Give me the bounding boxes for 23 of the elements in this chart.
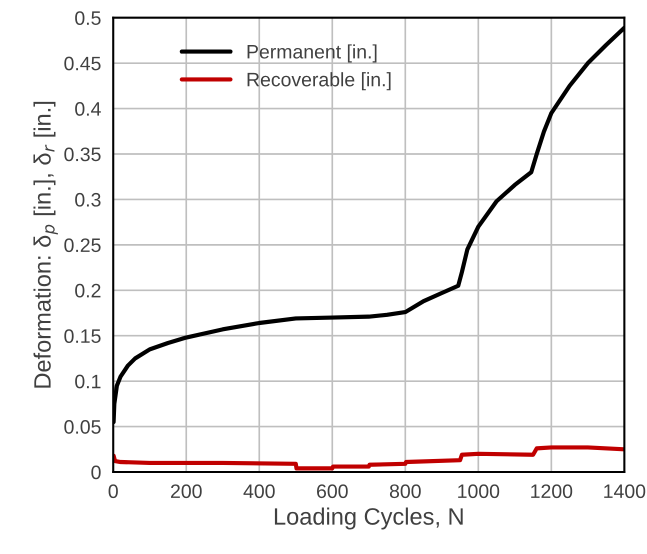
y-tick-label: 0.3 [75, 192, 101, 207]
y-tick-label: 0.25 [64, 238, 101, 252]
x-tick-label: 200 [171, 484, 202, 498]
y-tick-label: 0 [91, 465, 101, 480]
y-tick-label: 0.1 [75, 374, 100, 388]
x-axis-title: Loading Cycles, N [274, 507, 463, 530]
y-tick-label: 0.5 [75, 11, 101, 25]
legend-label: Recoverable [in.] [248, 72, 391, 90]
y-tick-label: 0.45 [64, 56, 101, 70]
y-axis-title: Deformation: δ$_{p}$ [in.], δ$_{r}$ [in.] [33, 102, 58, 388]
y-tick-label: 0.4 [75, 102, 101, 116]
x-tick-label: 800 [390, 484, 421, 498]
x-tick-label: 600 [317, 484, 348, 498]
y-tick-label: 0.15 [64, 329, 101, 343]
x-tick-label: 1200 [531, 484, 572, 498]
y-tick-label: 0.2 [75, 284, 100, 298]
x-tick-label: 0 [108, 484, 118, 498]
y-tick-label: 0.35 [64, 147, 101, 162]
legend-label: Permanent [in.] [248, 44, 376, 62]
x-tick-label: 400 [243, 484, 275, 498]
y-tick-label: 0.05 [64, 420, 101, 434]
x-tick-label: 1000 [458, 484, 500, 498]
x-tick-label: 1400 [604, 484, 646, 498]
